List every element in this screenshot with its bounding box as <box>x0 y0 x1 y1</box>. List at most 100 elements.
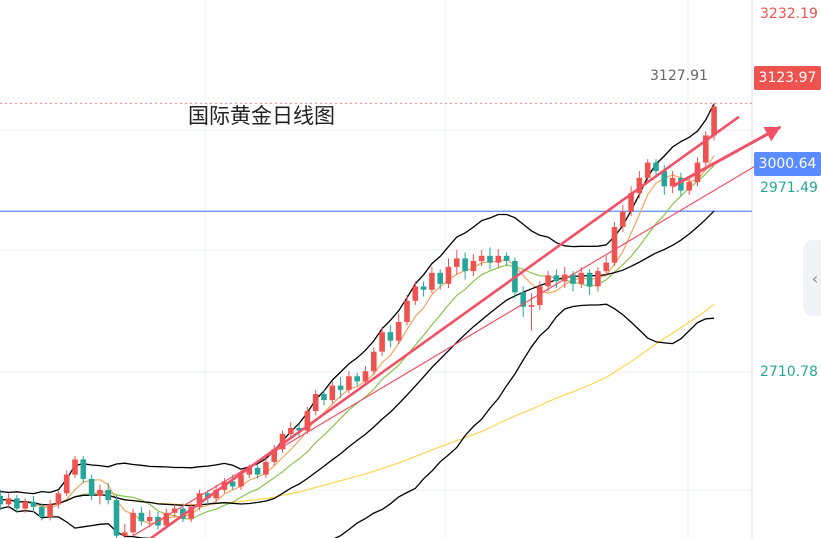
candle-body <box>462 258 468 272</box>
ma-slow-line <box>0 303 715 506</box>
candle-body <box>180 508 186 519</box>
candle-body <box>47 504 53 518</box>
candle-body <box>628 193 634 212</box>
candle-body <box>304 411 311 431</box>
candle-body <box>346 376 352 390</box>
candle-body <box>22 501 28 509</box>
candle-body <box>412 286 419 301</box>
candle-body <box>263 461 269 475</box>
candle-body <box>470 260 477 272</box>
candle-body <box>636 177 643 194</box>
candle-body <box>337 385 344 390</box>
candle-body <box>445 266 452 284</box>
candle-body <box>321 394 327 401</box>
candle-body <box>371 351 377 372</box>
candle-body <box>329 385 336 401</box>
candle-body <box>387 332 394 341</box>
candle-body <box>429 272 435 290</box>
candle-body <box>229 481 236 487</box>
candle-body <box>196 493 203 507</box>
breakout-arrow-head <box>763 126 781 142</box>
candle-body <box>362 371 369 382</box>
price-axis-top-label: 3232.19 <box>760 6 818 22</box>
candle-body <box>254 467 261 475</box>
candle-body <box>669 177 676 187</box>
chart-title: 国际黄金日线图 <box>188 104 335 128</box>
candle-body <box>644 162 651 178</box>
boll-upper-band <box>0 103 715 495</box>
candle-body <box>561 274 568 282</box>
candle-body <box>495 255 502 263</box>
channel-trend <box>132 160 765 537</box>
candle-body <box>379 332 385 352</box>
candle-body <box>30 501 37 507</box>
candle-body <box>138 512 145 522</box>
candle-body <box>39 506 45 518</box>
candle-body <box>246 467 253 475</box>
candle-body <box>14 498 20 509</box>
candle-body <box>661 171 668 187</box>
candle-body <box>570 274 576 284</box>
candle-body <box>63 474 70 494</box>
ma-fast-line <box>0 155 715 525</box>
candle-body <box>404 300 410 322</box>
candle-body <box>595 271 601 287</box>
candle-body <box>620 211 626 228</box>
peak-price-label: 3127.91 <box>650 68 708 84</box>
candle-body <box>122 532 128 536</box>
current-price-badge: 3123.97 <box>754 66 821 90</box>
candle-body <box>288 428 294 434</box>
candle-body <box>478 255 485 261</box>
chevron-left-icon[interactable]: ‹ <box>803 240 821 316</box>
candle-body <box>271 449 277 462</box>
candle-body <box>686 182 692 191</box>
candle-body <box>213 489 219 499</box>
boll-lower-band <box>0 303 715 538</box>
candle-body <box>97 489 103 496</box>
candle-body <box>703 135 709 163</box>
candle-body <box>711 106 717 136</box>
candle-body <box>113 500 120 536</box>
candle-body <box>55 493 62 505</box>
lower-rising-trend <box>148 115 740 538</box>
candle-body <box>528 305 535 307</box>
candle-body <box>0 495 4 505</box>
candle-body <box>5 498 12 505</box>
candle-body <box>586 272 593 287</box>
candle-body <box>611 227 618 263</box>
candle-body <box>80 459 87 479</box>
breakout-arrow-line <box>671 125 782 188</box>
candle-body <box>395 322 402 341</box>
candle-body <box>354 376 360 382</box>
candle-body <box>678 177 684 191</box>
candle-body <box>238 474 244 487</box>
candle-body <box>420 286 427 290</box>
candle-body <box>520 292 526 307</box>
candle-body <box>312 394 319 412</box>
candle-body <box>88 478 95 496</box>
candle-body <box>487 255 493 263</box>
candle-body <box>578 272 585 284</box>
candle-body <box>279 433 286 450</box>
candle-body <box>454 258 460 267</box>
candle-body <box>553 275 560 282</box>
candle-body <box>105 489 111 501</box>
price-axis-bottom-label: 2710.78 <box>760 364 818 380</box>
candle-body <box>603 262 609 272</box>
boll-middle-band <box>0 210 715 507</box>
candle-body <box>545 275 551 287</box>
candle-body <box>163 512 170 526</box>
candle-body <box>653 162 659 172</box>
ma-price-label: 2971.49 <box>760 180 818 196</box>
candle-body <box>537 286 543 306</box>
candle-body <box>130 512 136 533</box>
candle-body <box>437 272 443 284</box>
candle-body <box>296 428 302 431</box>
candle-body <box>146 517 153 522</box>
candle-body <box>72 459 78 475</box>
hline-price-badge: 3000.64 <box>754 152 821 176</box>
candle-body <box>503 255 510 261</box>
candle-body <box>188 506 194 519</box>
